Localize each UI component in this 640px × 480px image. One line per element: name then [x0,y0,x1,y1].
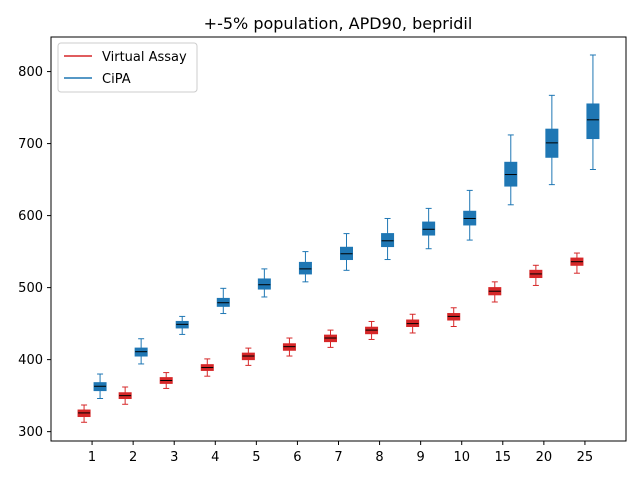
iqr-box [381,233,395,248]
x-tick-label: 10 [453,450,470,465]
cipa-box-15 [504,134,518,206]
y-tick-label: 500 [18,281,43,296]
virtual-assay-box-20 [529,264,543,286]
virtual-assay-box-4 [200,358,214,377]
cipa-box-6 [298,251,312,283]
virtual-assay-box-8 [365,320,379,340]
cipa-box-9 [422,207,436,250]
x-tick-label: 8 [375,450,383,465]
x-tick-label: 6 [293,450,301,465]
legend-frame [57,42,198,93]
x-tick-label: 1 [88,450,96,465]
y-tick-label: 700 [18,137,43,152]
legend: Virtual Assay CiPA [57,42,198,93]
legend-label: CiPA [102,72,131,87]
cipa-box-5 [257,268,271,298]
x-tick-label: 25 [577,450,594,465]
plot-area [77,54,600,423]
iqr-box [257,278,271,290]
virtual-assay-box-7 [324,329,337,348]
cipa-box-10 [463,189,477,241]
x-tick-label: 15 [495,450,512,465]
legend-label: Virtual Assay [102,50,187,65]
iqr-box [586,103,600,140]
virtual-assay-box-15 [488,281,502,303]
virtual-assay-box-10 [447,307,461,327]
virtual-assay-box-2 [118,386,132,405]
cipa-box-4 [216,287,230,315]
x-tick-label: 9 [417,450,425,465]
virtual-assay-box-3 [159,372,173,389]
virtual-assay-box-9 [406,313,420,334]
iqr-box [422,221,436,236]
virtual-assay-box-1 [77,404,91,423]
virtual-assay-box-6 [282,337,296,357]
x-tick-label: 7 [334,450,342,465]
cipa-box-20 [545,94,559,186]
cipa-box-3 [175,315,189,335]
axes: 300 400 500 600 700 800 1 2 3 4 5 6 7 8 9 10 15 20 25 [18,36,627,465]
cipa-box-8 [381,217,395,261]
x-tick-label: 20 [536,450,553,465]
x-tick-label: 4 [211,450,219,465]
iqr-box [298,261,312,275]
chart-title: +-5% population, APD90, bepridil [204,14,473,33]
plot-frame [50,36,627,442]
y-tick-label: 400 [18,353,43,368]
virtual-assay-box-5 [241,347,255,366]
cipa-box-2 [134,338,148,365]
x-tick-label: 2 [129,450,137,465]
y-tick-label: 600 [18,209,43,224]
cipa-box-25 [586,54,600,171]
x-tick-label: 3 [170,450,178,465]
cipa-box-7 [340,233,353,271]
y-tick-label: 800 [18,65,43,80]
x-tick-label: 5 [252,450,260,465]
y-tick-label: 300 [18,425,43,440]
virtual-assay-box-25 [570,252,584,274]
cipa-box-1 [93,373,107,400]
